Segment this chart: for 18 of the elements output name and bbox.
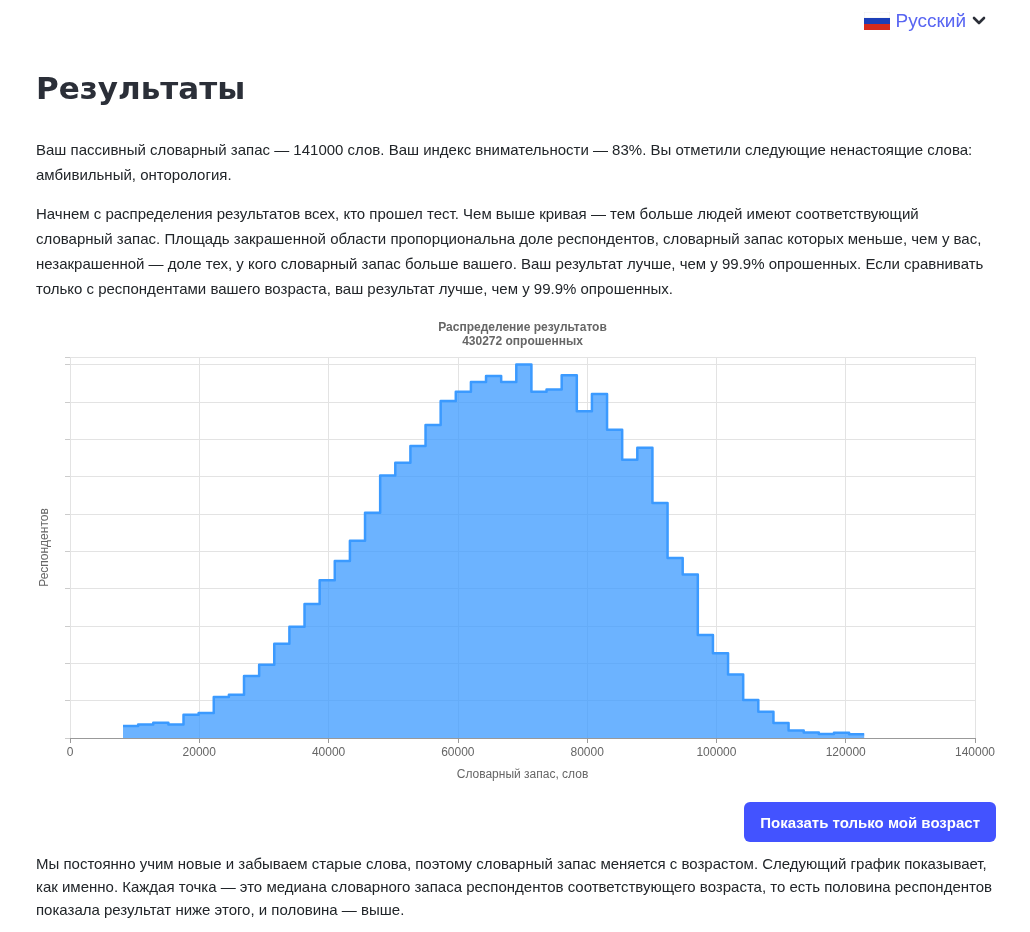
text: Показать только мой возраст [744,802,996,842]
x-axis-title: Словарный запас, слов [456,767,589,781]
x-tick-label: 100000 [696,745,737,759]
text: Результаты [36,70,246,106]
x-tick-label: 0 [66,745,74,759]
x-tick-label: 140000 [954,745,996,759]
x-tick-label: 120000 [825,745,867,759]
x-tick-label: 20000 [182,745,217,759]
chart-title: Распределение результатов [438,320,607,334]
text: Русский [895,10,966,32]
text: Ваш пассивный словарный запас — 141000 слов. Ваш индекс внимательности — 83%. Вы отметили следующие ненастоящие слова: амбивильный, онторология. [36,140,974,185]
x-tick-label: 60000 [441,745,475,759]
text: Начнем с распределения результатов всех, кто прошел тест. Чем выше кривая — тем больше людей имеют соответствующий словарный запас. Площадь закрашенной области пропорциональна доле респондентов, словарный запас которых меньше, чем у вас, незакрашенной — доле тех, у кого словарный запас больше вашего. Ваш результат лучше, чем у 99.9% опрошенных. Если сравнивать только с респондентами вашего возраста, ваш результат лучше, чем у 99.9% опрошенных. [36,204,985,299]
x-tick-label: 40000 [311,745,346,759]
y-axis-title: Респондентов [37,508,51,587]
x-tick-label: 80000 [570,745,605,759]
text: Мы постоянно учим новые и забываем старые слова, поэтому словарный запас меняется с возрастом. Следующий график показывает, как именно. Каждая точка — это медиана словарного запаса респондентов соответствующего возраста, то есть половина респондентов показала результат ниже этого, и половина — выше. [36,854,994,920]
chart-subtitle: 430272 опрошенных [462,334,584,348]
